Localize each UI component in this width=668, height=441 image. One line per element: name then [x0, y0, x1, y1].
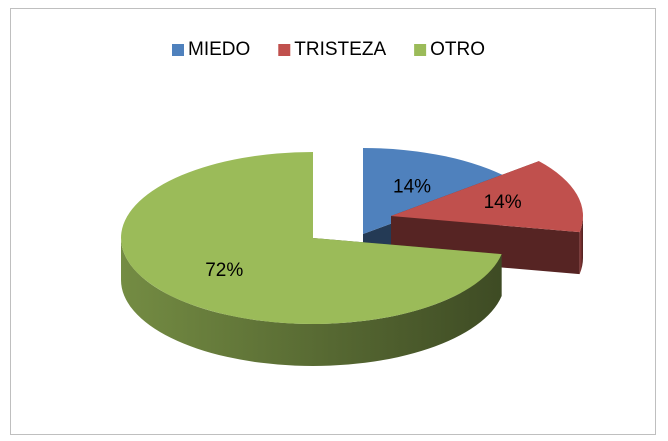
slice [363, 148, 511, 234]
slice-side [579, 216, 583, 275]
data-label: 14% [393, 176, 431, 197]
legend-label: OTRO [430, 39, 485, 60]
legend-swatch [278, 44, 291, 56]
slice [121, 152, 502, 324]
legend-swatch [414, 44, 427, 56]
legend-swatch [172, 44, 184, 56]
data-label: 72% [205, 260, 243, 281]
slice-side [121, 238, 502, 367]
legend-label: TRISTEZA [294, 39, 386, 60]
data-label: 14% [484, 192, 522, 213]
legend-label: MIEDO [188, 39, 250, 60]
slice [391, 161, 584, 233]
